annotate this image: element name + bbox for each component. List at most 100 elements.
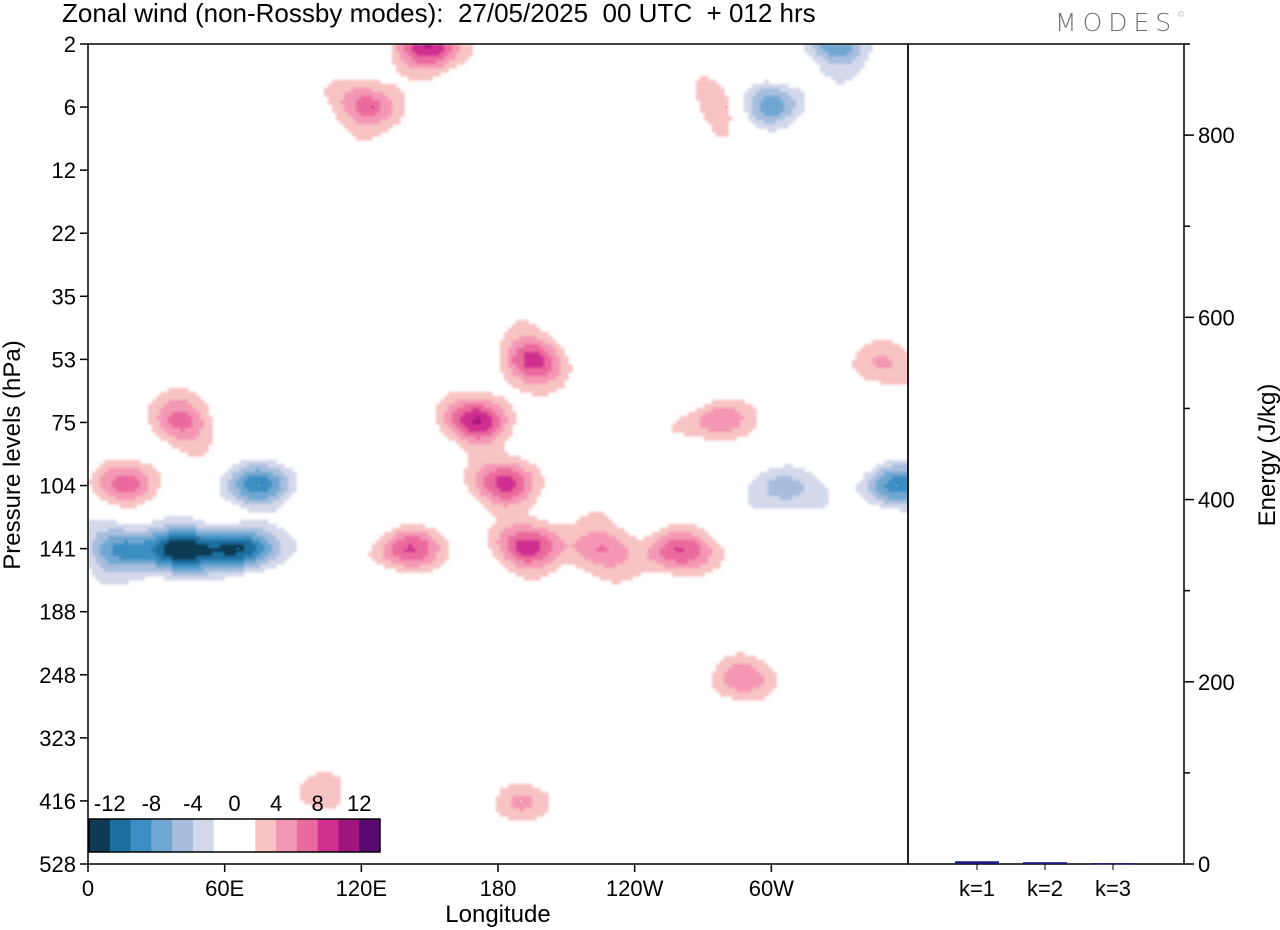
heatmap-cell xyxy=(752,680,757,685)
heatmap-cell xyxy=(492,500,497,505)
heatmap-cell xyxy=(536,556,541,561)
heatmap-cell xyxy=(788,92,793,97)
heatmap-cell xyxy=(136,532,141,537)
heatmap-cell xyxy=(716,668,721,673)
heatmap-cell xyxy=(388,96,393,101)
heatmap-cell xyxy=(740,416,745,421)
heatmap-cell xyxy=(244,496,249,501)
heatmap-cell xyxy=(472,476,477,481)
heatmap-cell xyxy=(400,44,405,49)
heatmap-cell xyxy=(140,560,145,565)
heatmap-cell xyxy=(396,116,401,121)
heatmap-cell xyxy=(192,424,197,429)
heatmap-cell xyxy=(484,468,489,473)
heatmap-cell xyxy=(900,372,905,377)
heatmap-cell xyxy=(668,544,673,549)
heatmap-cell xyxy=(752,684,757,689)
heatmap-cell xyxy=(204,576,209,581)
heatmap-cell xyxy=(248,480,253,485)
heatmap-cell xyxy=(644,552,649,557)
heatmap-cell xyxy=(156,524,161,529)
heatmap-cell xyxy=(384,88,389,93)
heatmap-cell xyxy=(144,464,149,469)
heatmap-cell xyxy=(632,552,637,557)
heatmap-cell xyxy=(528,788,533,793)
heatmap-cell xyxy=(792,500,797,505)
heatmap-cell xyxy=(460,408,465,413)
heatmap-cell xyxy=(536,360,541,365)
heatmap-cell xyxy=(364,132,369,137)
heatmap-cell xyxy=(828,60,833,65)
heatmap-cell xyxy=(564,360,569,365)
heatmap-cell xyxy=(900,468,905,473)
heatmap-cell xyxy=(764,112,769,117)
heatmap-cell xyxy=(872,496,877,501)
heatmap-cell xyxy=(180,428,185,433)
heatmap-cell xyxy=(628,548,633,553)
heatmap-cell xyxy=(668,556,673,561)
heatmap-cell xyxy=(396,536,401,541)
heatmap-cell xyxy=(92,568,97,573)
heatmap-cell xyxy=(116,476,121,481)
heatmap-cell xyxy=(112,488,117,493)
heatmap-cell xyxy=(444,52,449,57)
heatmap-cell xyxy=(732,680,737,685)
heatmap-cell xyxy=(128,488,133,493)
heatmap-cell xyxy=(392,120,397,125)
heatmap-cell xyxy=(144,532,149,537)
heatmap-cell xyxy=(636,544,641,549)
heatmap-cell xyxy=(580,548,585,553)
heatmap-cell xyxy=(132,552,137,557)
heatmap-cell xyxy=(248,508,253,513)
heatmap-cell xyxy=(428,532,433,537)
heatmap-cell xyxy=(172,388,177,393)
heatmap-cell xyxy=(116,544,121,549)
heatmap-cell xyxy=(548,388,553,393)
heatmap-cell xyxy=(676,536,681,541)
heatmap-cell xyxy=(856,48,861,53)
heatmap-cell xyxy=(476,484,481,489)
heatmap-cell xyxy=(180,436,185,441)
heatmap-cell xyxy=(512,340,517,345)
heatmap-cell xyxy=(652,556,657,561)
heatmap-cell xyxy=(772,116,777,121)
heatmap-cell xyxy=(528,800,533,805)
heatmap-cell xyxy=(496,472,501,477)
heatmap-cell xyxy=(260,556,265,561)
heatmap-cell xyxy=(436,536,441,541)
heatmap-cell xyxy=(404,44,409,49)
heatmap-cell xyxy=(152,560,157,565)
heatmap-cell xyxy=(164,540,169,545)
heatmap-cell xyxy=(520,572,525,577)
heatmap-cell xyxy=(288,488,293,493)
heatmap-cell xyxy=(284,468,289,473)
heatmap-cell xyxy=(304,784,309,789)
heatmap-cell xyxy=(552,388,557,393)
heatmap-cell xyxy=(320,796,325,801)
heatmap-cell xyxy=(892,480,897,485)
heatmap-cell xyxy=(504,796,509,801)
heatmap-cell xyxy=(272,508,277,513)
heatmap-cell xyxy=(208,532,213,537)
heatmap-cell xyxy=(540,476,545,481)
heatmap-cell xyxy=(716,544,721,549)
heatmap-cell xyxy=(476,400,481,405)
heatmap-cell xyxy=(144,468,149,473)
heatmap-cell xyxy=(104,568,109,573)
heatmap-cell xyxy=(540,548,545,553)
heatmap-cell xyxy=(768,96,773,101)
heatmap-cell xyxy=(756,496,761,501)
heatmap-cell xyxy=(168,432,173,437)
heatmap-cell xyxy=(120,476,125,481)
heatmap-cell xyxy=(484,436,489,441)
heatmap-cell xyxy=(516,468,521,473)
heatmap-cell xyxy=(204,440,209,445)
heatmap-cell xyxy=(168,564,173,569)
heatmap-cell xyxy=(888,460,893,465)
heatmap-cell xyxy=(824,44,829,49)
heatmap-cell xyxy=(680,420,685,425)
heatmap-cell xyxy=(492,496,497,501)
heatmap-cell xyxy=(760,488,765,493)
heatmap-cell xyxy=(784,108,789,113)
heatmap-cell xyxy=(140,564,145,569)
